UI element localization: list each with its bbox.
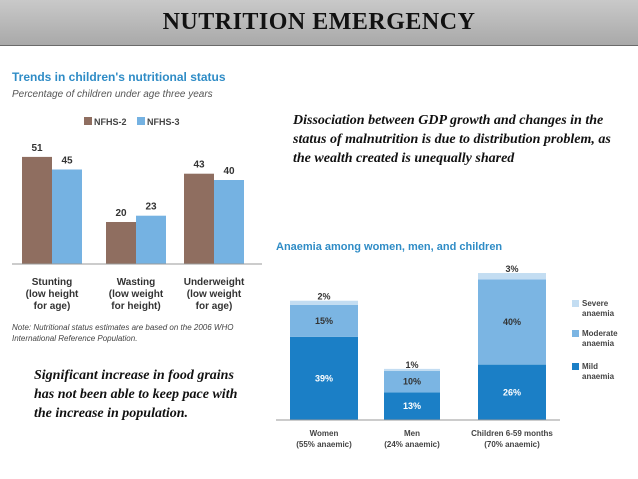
segment-value-label: 40%: [503, 317, 521, 327]
segment-severe-anaemia-2: [478, 273, 546, 280]
legend-label-nfhs-3: NFHS-3: [147, 117, 180, 127]
legend-label: anaemia: [582, 372, 615, 381]
bar-value-label: 23: [145, 202, 157, 213]
category-label: (low weight: [109, 289, 164, 300]
segment-value-label: 10%: [403, 377, 421, 387]
title-bar: NUTRITION EMERGENCY: [0, 0, 638, 46]
segment-mild-anaemia-0: [290, 336, 358, 420]
legend-swatch-nfhs-3: [137, 117, 145, 125]
legend-swatch-moderate-anaemia: [572, 330, 579, 337]
bar-value-label: 40: [223, 166, 235, 177]
bar-nfhs-2-1: [106, 222, 136, 264]
category-label: (low height: [26, 289, 79, 300]
category-label: (70% anaemic): [484, 440, 540, 449]
category-label: for height): [111, 301, 160, 312]
slide-title: NUTRITION EMERGENCY: [162, 9, 476, 35]
bar-nfhs-3-1: [136, 215, 166, 264]
category-label: Children 6-59 months: [471, 429, 553, 438]
segment-value-label: 39%: [315, 373, 333, 383]
bar-value-label: 45: [61, 156, 73, 167]
category-label: Stunting: [32, 277, 73, 288]
bar-nfhs-2-0: [22, 156, 52, 264]
category-label: (low weight: [187, 289, 242, 300]
legend-label: Mild: [582, 362, 598, 371]
segment-severe-anaemia-0: [290, 300, 358, 305]
gdp-dissociation-note: Dissociation between GDP growth and chan…: [293, 113, 611, 166]
segment-value-label: 3%: [505, 264, 518, 274]
bar-value-label: 20: [115, 208, 127, 219]
segment-severe-anaemia-1: [384, 368, 440, 372]
bar-nfhs-3-0: [52, 169, 82, 264]
category-label: Men: [404, 429, 420, 438]
legend-label: anaemia: [582, 309, 615, 318]
category-label: for age): [196, 301, 233, 312]
legend-swatch-mild-anaemia: [572, 363, 579, 370]
category-label: Wasting: [117, 277, 156, 288]
legend-swatch-nfhs-2: [84, 117, 92, 125]
segment-moderate-anaemia-2: [478, 279, 546, 365]
category-label: (24% anaemic): [384, 440, 440, 449]
segment-moderate-anaemia-0: [290, 304, 358, 337]
segment-mild-anaemia-1: [384, 392, 440, 420]
bar-value-label: 43: [193, 160, 205, 171]
nutrition-chart-note: Note: Nutritional status estimates are b…: [12, 323, 234, 343]
bar-nfhs-2-2: [184, 173, 214, 264]
segment-value-label: 15%: [315, 316, 333, 326]
food-grains-note: Significant increase in food grains has …: [34, 368, 238, 421]
bar-nfhs-3-2: [214, 180, 244, 264]
segment-value-label: 26%: [503, 387, 521, 397]
segment-value-label: 2%: [317, 292, 330, 302]
segment-moderate-anaemia-1: [384, 371, 440, 393]
nutrition-chart-subtitle: Percentage of children under age three y…: [12, 89, 213, 100]
bar-value-label: 51: [31, 143, 43, 154]
category-label: for age): [34, 301, 71, 312]
segment-value-label: 1%: [405, 360, 418, 370]
legend-swatch-severe-anaemia: [572, 300, 579, 307]
segment-value-label: 13%: [403, 401, 421, 411]
category-label: (55% anaemic): [296, 440, 352, 449]
legend-label: Moderate: [582, 329, 618, 338]
legend-label: Severe: [582, 299, 609, 308]
category-label: Underweight: [184, 277, 245, 288]
category-label: Women: [310, 429, 339, 438]
nutrition-chart-title: Trends in children's nutritional status: [12, 70, 226, 84]
legend-label-nfhs-2: NFHS-2: [94, 117, 127, 127]
segment-mild-anaemia-2: [478, 364, 546, 420]
anaemia-chart-title: Anaemia among women, men, and children: [276, 241, 503, 253]
legend-label: anaemia: [582, 339, 615, 348]
